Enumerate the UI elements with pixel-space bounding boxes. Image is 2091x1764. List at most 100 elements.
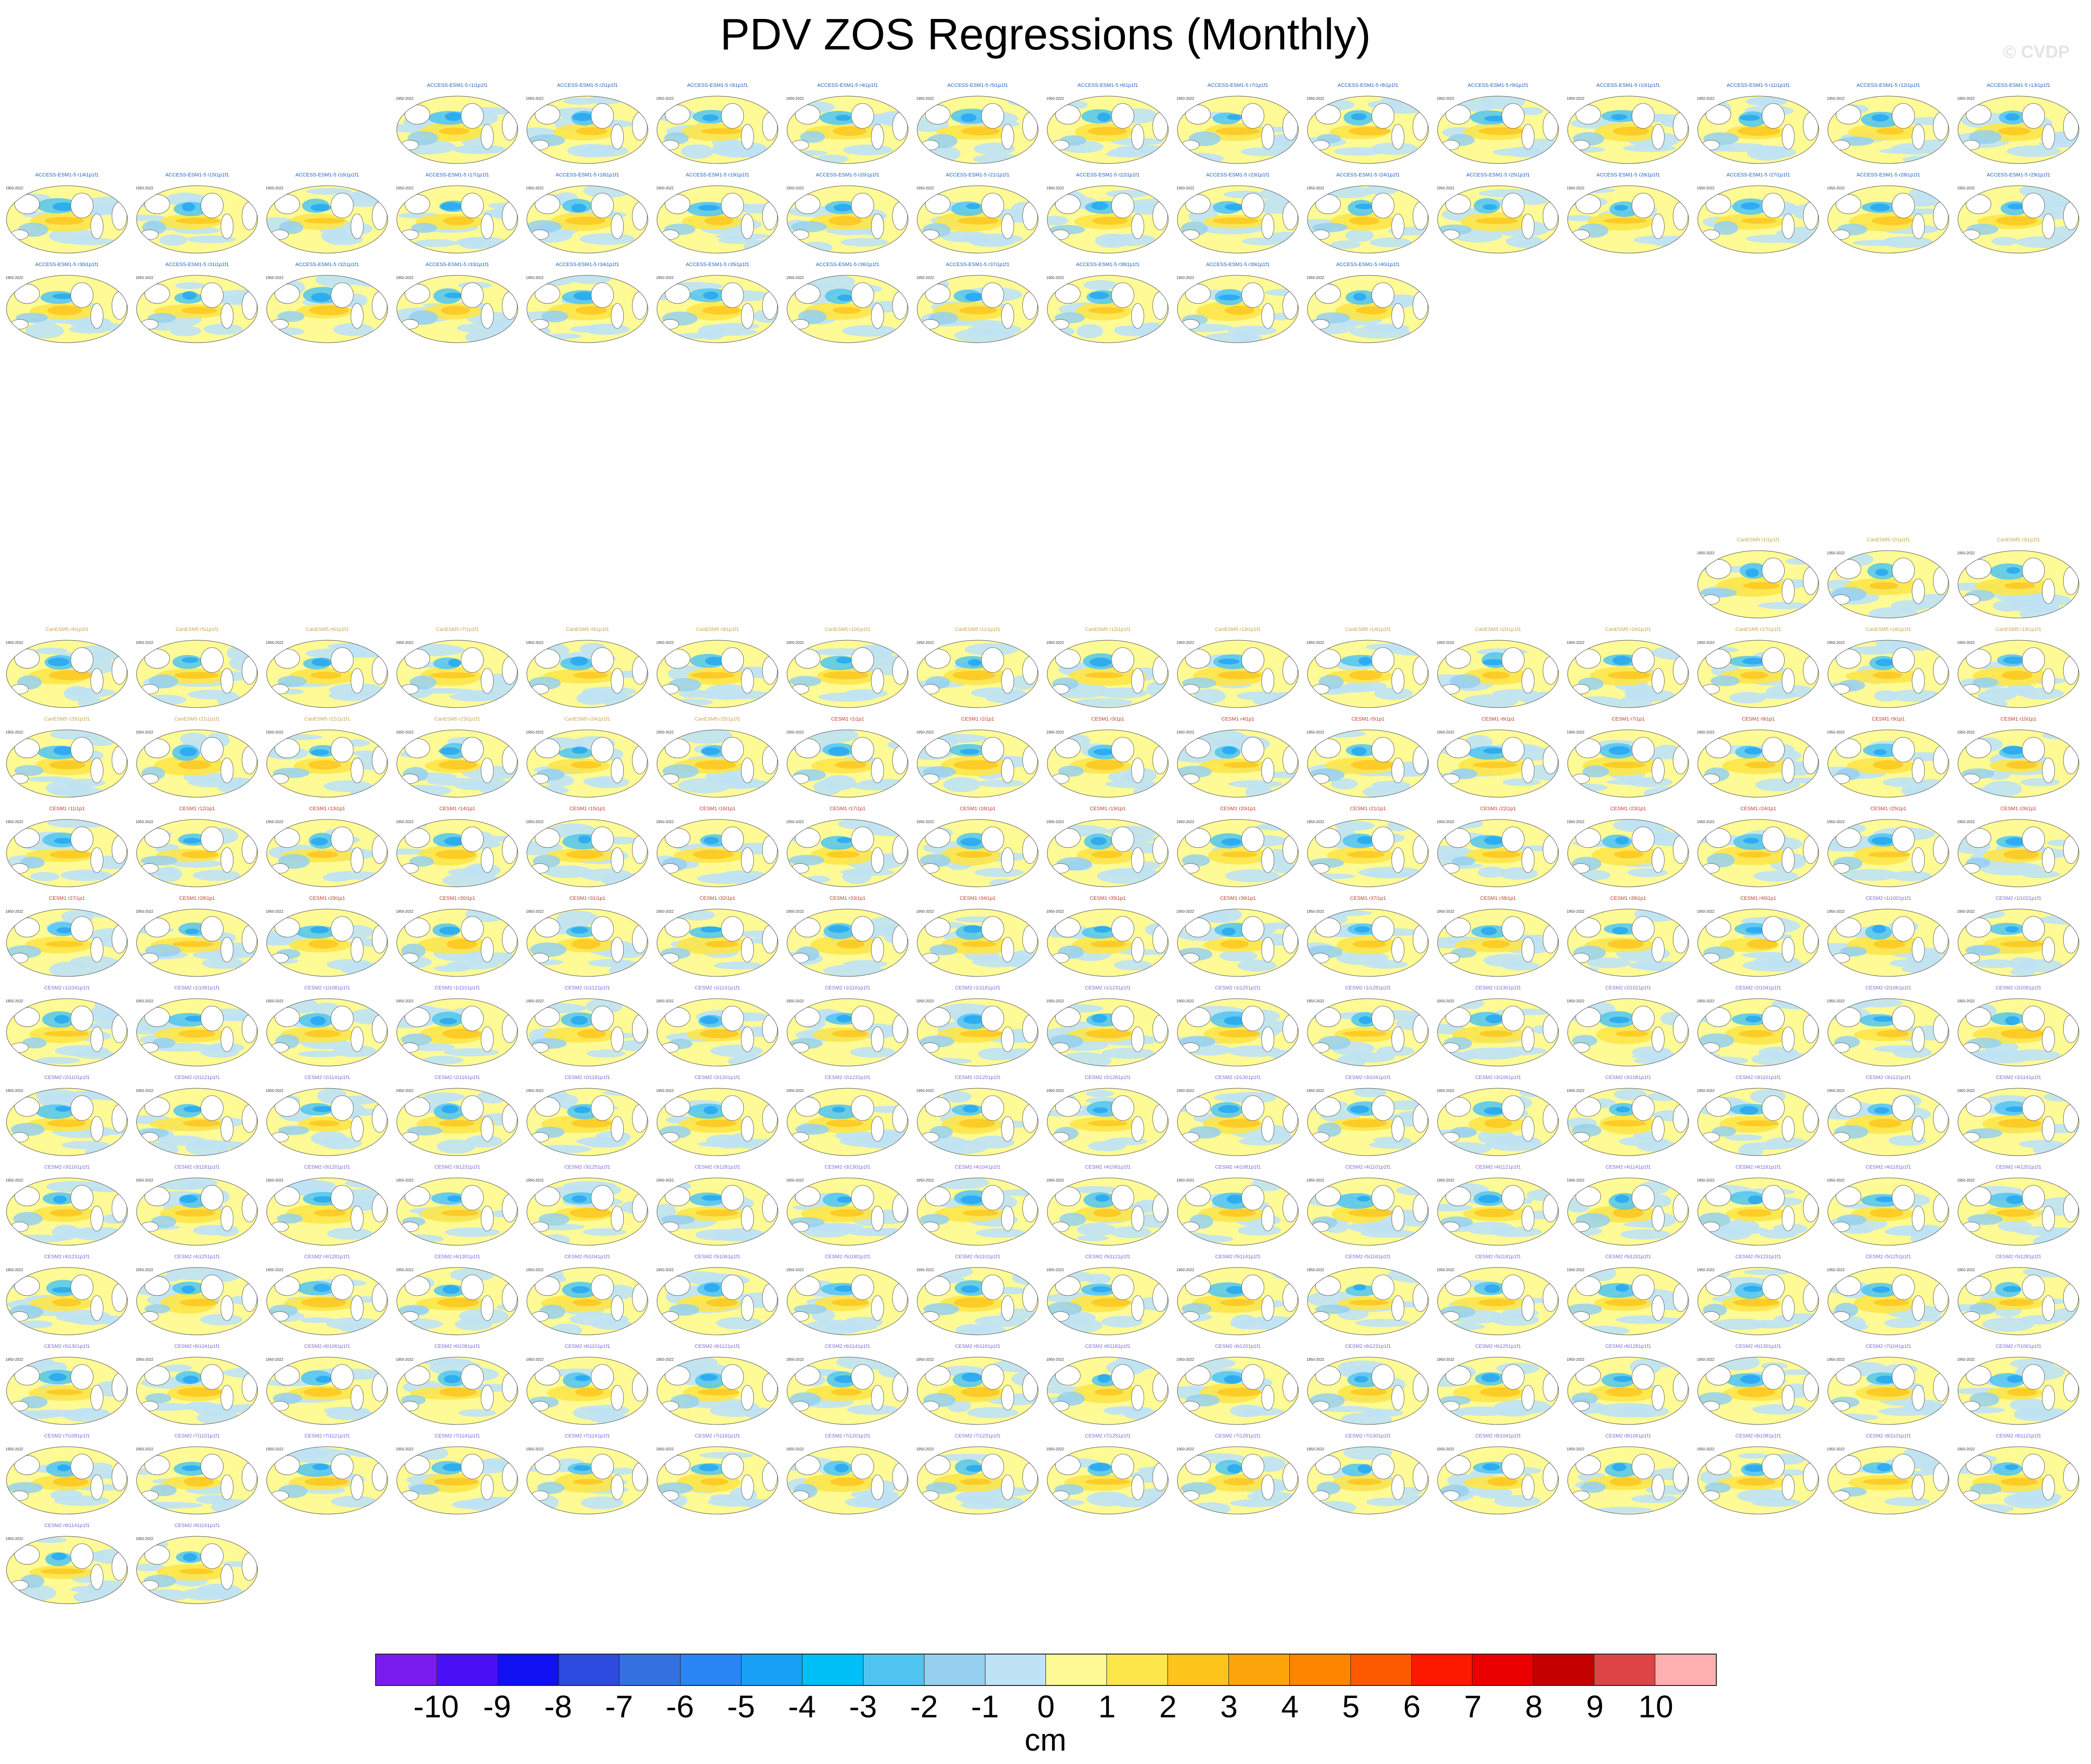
land-mass: [1966, 1097, 1992, 1117]
land-mass: [1652, 758, 1665, 783]
field-anomaly: [40, 1568, 85, 1575]
colorbar-box: [1411, 1655, 1473, 1685]
field-anomaly: [1342, 1119, 1387, 1128]
land-mass: [1836, 1097, 1861, 1117]
panel-year-label: 1950-2022: [656, 1178, 674, 1182]
field-anomaly: [1873, 1016, 1895, 1022]
land-mass: [1055, 1097, 1081, 1117]
land-mass: [90, 1116, 103, 1142]
land-mass: [1832, 594, 1850, 605]
colorbar-box: [1046, 1655, 1107, 1685]
panel-title: ACCESS-ESM1-5 r16i1p1f1: [295, 172, 359, 178]
land-mass: [371, 1373, 388, 1401]
field-anomaly: [1615, 1194, 1630, 1203]
land-mass: [611, 303, 624, 329]
field-anomaly: [441, 1210, 479, 1216]
field-anomaly: [1738, 126, 1781, 136]
panel-title: CESM1 r6i1p1: [1482, 716, 1515, 722]
panel-title: CESM1 r16i1p1: [699, 806, 735, 812]
panel-title: CESM2 r3i1251p1f1: [565, 1164, 610, 1170]
land-mass: [795, 1007, 821, 1027]
land-mass: [1501, 1364, 1525, 1390]
chart-title: PDV ZOS Regressions (Monthly): [720, 10, 1371, 59]
land-mass: [1241, 1274, 1264, 1300]
land-mass: [892, 746, 908, 774]
land-mass: [661, 1491, 679, 1501]
panel-year-label: 1950-2022: [526, 1447, 544, 1451]
panel-year-label: 1950-2022: [1307, 1178, 1325, 1182]
land-mass: [1705, 1365, 1731, 1386]
land-mass: [741, 303, 754, 329]
land-mass: [271, 319, 289, 329]
land-mass: [851, 1095, 874, 1121]
panel-year-label: 1950-2022: [6, 999, 24, 1003]
field-anomaly: [414, 239, 457, 247]
field-anomaly: [1698, 1056, 1749, 1065]
land-mass: [1022, 1015, 1038, 1043]
map-border: [396, 275, 518, 343]
panel-title: ACCESS-ESM1-5 r27i1p1f1: [1726, 172, 1790, 178]
field-anomaly: [1372, 781, 1410, 789]
land-mass: [921, 1043, 939, 1053]
land-mass: [330, 1095, 354, 1121]
field-anomaly: [588, 959, 635, 967]
field-anomaly: [837, 294, 852, 301]
panel-title: CESM2 r2i1021p1f1: [1605, 985, 1651, 991]
field-anomaly: [1085, 1273, 1111, 1284]
land-mass: [1445, 649, 1471, 669]
panel-year-label: 1950-2022: [1957, 1268, 1975, 1272]
field-anomaly: [1241, 237, 1289, 245]
field-anomaly: [1272, 1267, 1296, 1280]
land-mass: [661, 774, 679, 784]
land-mass: [591, 1274, 614, 1300]
field-anomaly: [49, 1373, 67, 1382]
field-anomaly: [791, 221, 827, 232]
land-mass: [1501, 1185, 1525, 1211]
panel-title: CESM2 r4i1231p1f1: [44, 1254, 90, 1260]
panel-year-label: 1950-2022: [266, 1178, 284, 1182]
panel-title: CESM2 r5i1141p1f1: [1215, 1254, 1260, 1260]
land-mass: [1652, 213, 1665, 239]
field-anomaly: [1483, 748, 1504, 754]
field-anomaly: [2042, 732, 2079, 740]
field-anomaly: [527, 275, 576, 287]
land-mass: [721, 647, 744, 673]
field-anomaly: [2006, 1195, 2024, 1204]
map-border: [136, 185, 258, 254]
land-mass: [1803, 925, 1818, 953]
land-mass: [140, 230, 159, 240]
panel-title: CESM1 r37i1p1: [1350, 896, 1386, 901]
field-anomaly: [702, 306, 741, 315]
land-mass: [851, 647, 874, 673]
field-anomaly: [1374, 687, 1413, 700]
land-mass: [1131, 213, 1144, 239]
land-mass: [1185, 738, 1211, 758]
panel-title: CESM2 r4i1121p1f1: [1475, 1164, 1520, 1170]
field-anomaly: [2018, 1140, 2064, 1148]
land-mass: [1966, 194, 1992, 214]
field-anomaly: [309, 305, 349, 315]
land-mass: [2063, 656, 2079, 685]
field-anomaly: [14, 765, 44, 776]
land-mass: [1051, 1222, 1070, 1232]
field-anomaly: [1365, 643, 1416, 651]
panel-title: CESM2 r1i1281p1f1: [1345, 985, 1391, 991]
land-mass: [851, 916, 874, 942]
panel-year-label: 1950-2022: [1437, 186, 1455, 190]
field-anomaly: [1092, 217, 1128, 225]
panel-year-label: 1950-2022: [916, 97, 934, 101]
field-anomaly: [1608, 939, 1644, 949]
land-mass: [1892, 826, 1915, 852]
land-mass: [1781, 668, 1795, 694]
panel-year-label: 1950-2022: [1827, 97, 1845, 101]
land-mass: [1575, 104, 1601, 125]
field-anomaly: [1738, 1030, 1773, 1037]
field-anomaly: [449, 692, 499, 702]
panel-title: CESM2 r8i1161p1f1: [174, 1523, 219, 1528]
